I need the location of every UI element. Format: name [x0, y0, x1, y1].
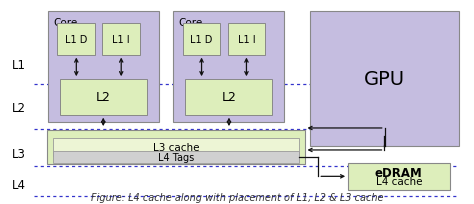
Text: L1 I: L1 I	[112, 35, 130, 45]
Text: L4 Tags: L4 Tags	[158, 152, 194, 162]
Bar	[48, 12, 159, 122]
Text: L3: L3	[12, 147, 26, 160]
Text: L2: L2	[221, 91, 236, 104]
Text: Core: Core	[54, 18, 78, 28]
Bar	[173, 12, 284, 122]
Bar	[102, 24, 140, 55]
Text: L4 cache: L4 cache	[375, 176, 422, 186]
Bar	[348, 163, 450, 190]
Bar	[57, 24, 95, 55]
Text: GPU: GPU	[364, 70, 405, 89]
Text: L1: L1	[12, 59, 26, 72]
Bar	[228, 24, 265, 55]
Text: L1 I: L1 I	[237, 35, 255, 45]
Text: Figure: L4 cache along with placement of L1, L2 & L3 cache: Figure: L4 cache along with placement of…	[91, 192, 383, 202]
Bar	[185, 80, 273, 115]
Text: L2: L2	[96, 91, 111, 104]
Text: L2: L2	[12, 102, 26, 115]
Text: L1 D: L1 D	[65, 35, 88, 45]
Text: L1 D: L1 D	[191, 35, 213, 45]
Bar	[53, 152, 300, 163]
Text: eDRAM: eDRAM	[375, 166, 423, 179]
Bar	[53, 139, 300, 157]
Bar	[310, 12, 459, 147]
Bar	[182, 24, 220, 55]
Bar	[60, 80, 147, 115]
Text: Core: Core	[179, 18, 203, 28]
Text: L4: L4	[12, 179, 26, 192]
Bar	[47, 130, 305, 164]
Text: L3 cache: L3 cache	[153, 143, 199, 153]
